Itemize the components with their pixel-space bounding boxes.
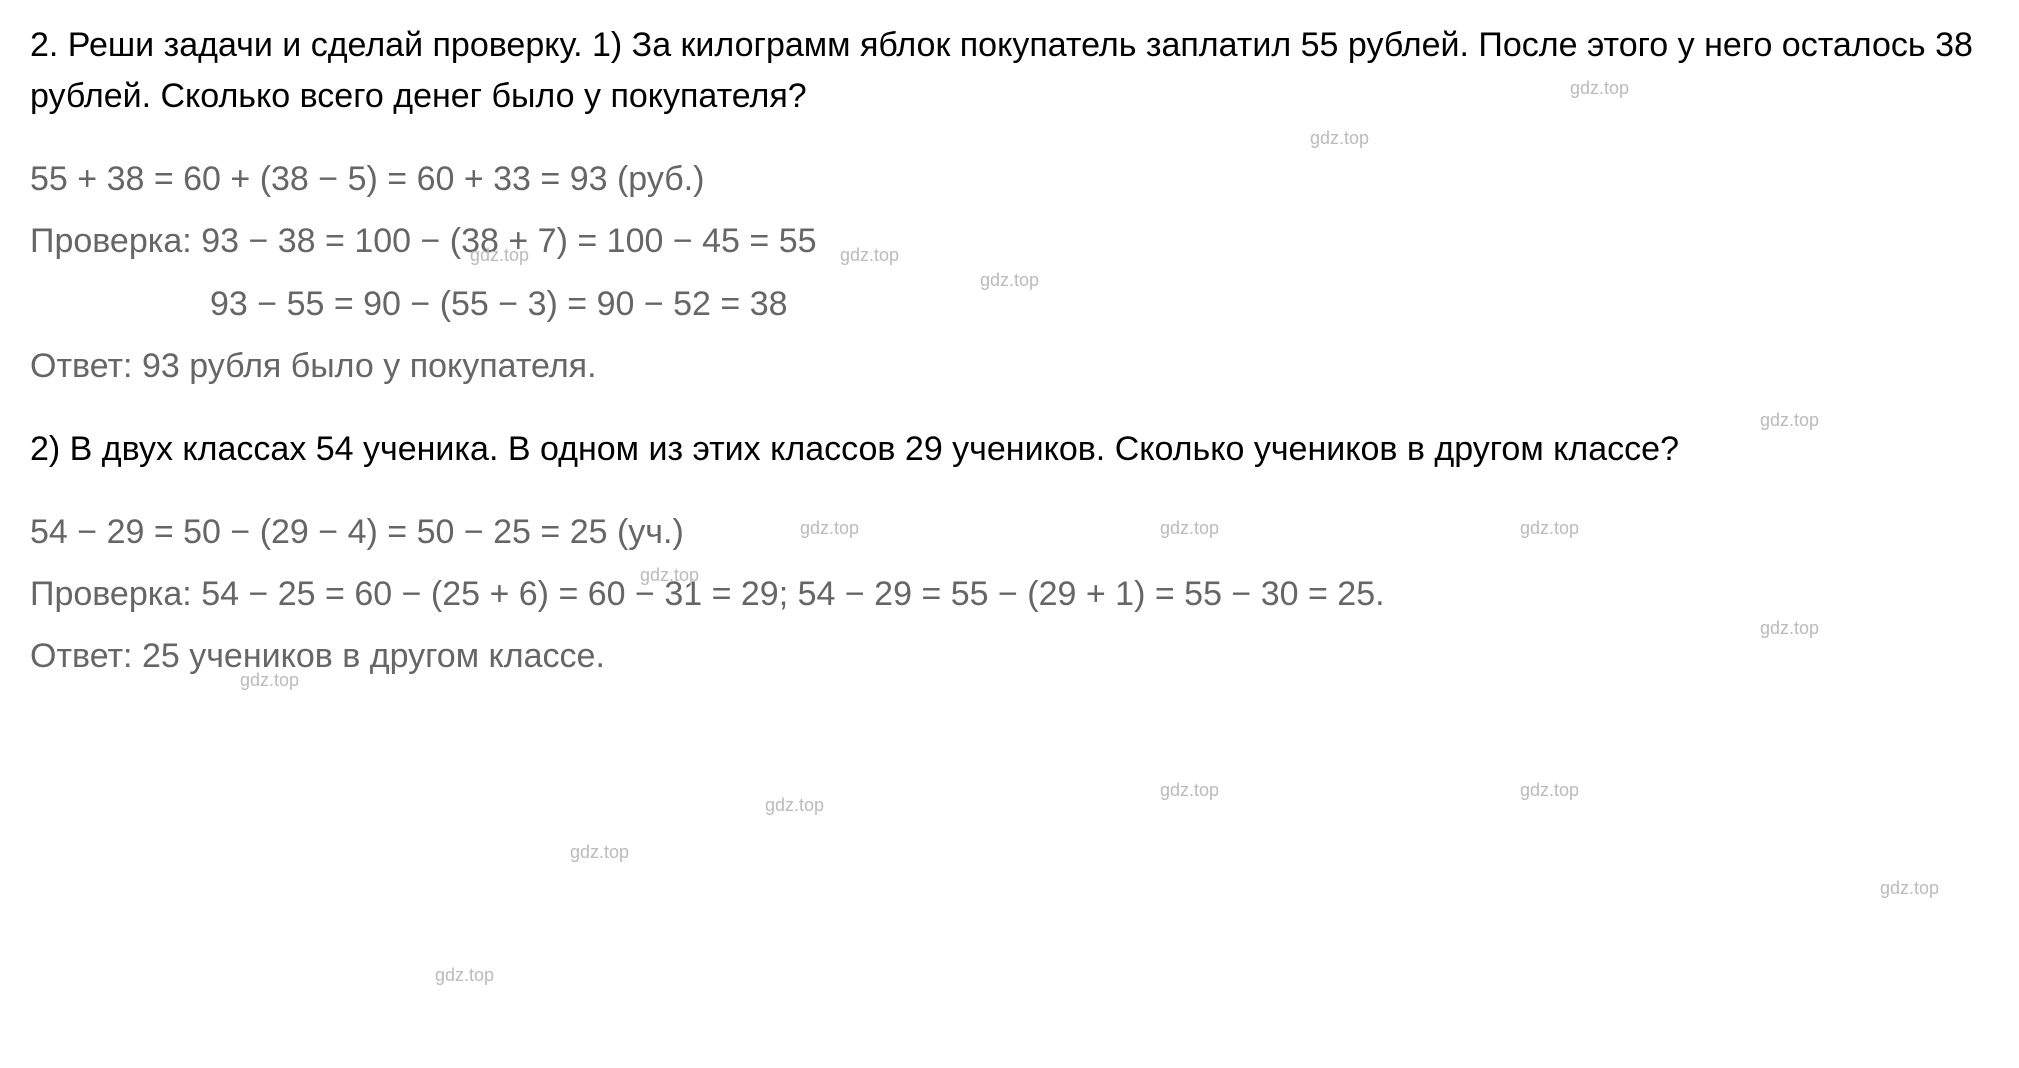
watermark: gdz.top (435, 965, 494, 986)
document-container: 2. Реши задачи и сделай проверку. 1) За … (30, 20, 1989, 684)
problem-intro: 2. Реши задачи и сделай проверку. 1) За … (30, 20, 1989, 122)
problem2-intro: 2) В двух классах 54 ученика. В одном из… (30, 424, 1989, 475)
watermark: gdz.top (1880, 878, 1939, 899)
solution-section-2: 54 − 29 = 50 − (29 − 4) = 50 − 25 = 25 (… (30, 505, 1989, 684)
solution1-check1: 93 − 38 = 100 − (38 + 7) = 100 − 45 = 55 (201, 222, 816, 260)
solution-section-1: 55 + 38 = 60 + (38 − 5) = 60 + 33 = 93 (… (30, 152, 1989, 394)
solution2-answer: Ответ: 25 учеников в другом классе. (30, 629, 1989, 683)
solution1-check-line2: 93 − 55 = 90 − (55 − 3) = 90 − 52 = 38 (30, 277, 1989, 331)
watermark: gdz.top (1520, 780, 1579, 801)
check-label: Проверка: (30, 222, 201, 260)
problem-section-2: 2) В двух классах 54 ученика. В одном из… (30, 424, 1989, 475)
problem-section-1: 2. Реши задачи и сделай проверку. 1) За … (30, 20, 1989, 122)
solution1-calculation: 55 + 38 = 60 + (38 − 5) = 60 + 33 = 93 (… (30, 152, 1989, 206)
check-label-2: Проверка: (30, 575, 201, 613)
watermark: gdz.top (1160, 780, 1219, 801)
solution2-check-line1: Проверка: 54 − 25 = 60 − (25 + 6) = 60 −… (30, 567, 1989, 621)
watermark: gdz.top (765, 795, 824, 816)
solution2-check1: 54 − 25 = 60 − (25 + 6) = 60 − 31 = 29; … (201, 575, 1384, 613)
solution1-check-line1: Проверка: 93 − 38 = 100 − (38 + 7) = 100… (30, 214, 1989, 268)
solution1-answer: Ответ: 93 рубля было у покупателя. (30, 339, 1989, 393)
watermark: gdz.top (570, 842, 629, 863)
solution2-calculation: 54 − 29 = 50 − (29 − 4) = 50 − 25 = 25 (… (30, 505, 1989, 559)
watermark: gdz.top (1310, 128, 1369, 149)
